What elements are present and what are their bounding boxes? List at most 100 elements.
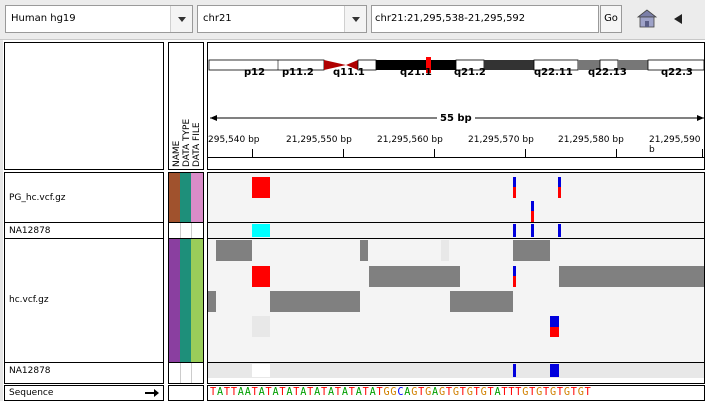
header-data-panel: p12 p11.2 q11.1 q21.1 q21.2 q22.11 q22.1… bbox=[207, 42, 705, 170]
attr-type-cell[interactable] bbox=[180, 173, 191, 222]
back-arrow-icon[interactable] bbox=[672, 13, 684, 25]
variant-site[interactable] bbox=[252, 266, 270, 287]
ruler-tick bbox=[616, 149, 617, 157]
sequence-base: T bbox=[321, 387, 328, 398]
variant-site[interactable] bbox=[513, 266, 516, 276]
genotype-call[interactable] bbox=[252, 224, 270, 237]
gvcf-block[interactable] bbox=[441, 240, 449, 261]
sequence-base: A bbox=[432, 387, 439, 398]
sequence-base: G bbox=[480, 387, 488, 398]
ruler-tick bbox=[525, 149, 526, 157]
attr-header-data-type[interactable]: DATA TYPE bbox=[182, 118, 192, 167]
ruler-tick-label: 21,295,580 bp bbox=[558, 135, 624, 145]
gvcf-block[interactable] bbox=[450, 291, 513, 312]
variant-site[interactable] bbox=[513, 177, 516, 187]
genotype-call[interactable] bbox=[558, 224, 561, 237]
ruler-tick-label: 295,540 bp bbox=[208, 135, 260, 145]
variant-site[interactable] bbox=[252, 177, 270, 198]
gvcf-block[interactable] bbox=[208, 291, 216, 312]
variant-site[interactable] bbox=[550, 327, 559, 337]
sequence-base: T bbox=[515, 387, 523, 398]
sequence-base: G bbox=[536, 387, 543, 398]
gvcf-block[interactable] bbox=[216, 240, 252, 261]
sequence-base: G bbox=[411, 387, 419, 398]
sequence-base: G bbox=[452, 387, 460, 398]
sequence-base: A bbox=[300, 387, 308, 398]
sequence-base: G bbox=[577, 387, 585, 398]
attr-file-cell[interactable] bbox=[191, 239, 203, 362]
sequence-base: G bbox=[549, 387, 557, 398]
attribute-panel bbox=[168, 172, 204, 384]
sequence-base: A bbox=[286, 387, 294, 398]
variant-site[interactable] bbox=[531, 211, 534, 222]
gvcf-block[interactable] bbox=[369, 266, 460, 287]
ruler-tick-label: 21,295,560 bp bbox=[377, 135, 443, 145]
genotype-call[interactable] bbox=[513, 224, 516, 237]
sequence-base: C bbox=[397, 387, 405, 398]
genotype-call[interactable] bbox=[531, 224, 534, 237]
genotype-call[interactable] bbox=[252, 364, 270, 377]
attr-name-cell[interactable] bbox=[169, 239, 180, 362]
gvcf-block[interactable] bbox=[360, 240, 368, 261]
sequence-base: G bbox=[563, 387, 571, 398]
sequence-base: A bbox=[314, 387, 321, 398]
variant-site[interactable] bbox=[513, 187, 516, 198]
chevron-down-icon[interactable] bbox=[170, 6, 192, 32]
attr-type-cell[interactable] bbox=[180, 239, 191, 362]
variant-site[interactable] bbox=[550, 316, 559, 327]
attribute-header-panel: NAME DATA TYPE DATA FILE bbox=[168, 42, 204, 170]
sequence-label[interactable]: Sequence bbox=[9, 388, 54, 398]
sequence-base: T bbox=[223, 387, 231, 398]
sequence-base: T bbox=[210, 387, 217, 398]
chromosome-ideogram[interactable] bbox=[208, 55, 705, 85]
variant-site[interactable] bbox=[531, 201, 534, 211]
genotype-call[interactable] bbox=[513, 364, 516, 377]
variant-site[interactable] bbox=[558, 177, 561, 187]
chromosome-dropdown[interactable]: chr21 bbox=[197, 5, 367, 33]
track-sample-na12878-2[interactable]: NA12878 bbox=[9, 366, 51, 376]
sequence-track[interactable]: TATTAATATATATATATATATATATGGCAGTGAGTGTGTG… bbox=[207, 385, 705, 401]
sequence-base: A bbox=[355, 387, 363, 398]
attr-file-cell[interactable] bbox=[191, 173, 203, 222]
sequence-base: T bbox=[251, 387, 259, 398]
track-name-hc[interactable]: hc.vcf.gz bbox=[9, 295, 49, 305]
track-name-pg-hc[interactable]: PG_hc.vcf.gz bbox=[9, 193, 66, 203]
genome-dropdown[interactable]: Human hg19 bbox=[5, 5, 193, 33]
genotype-call[interactable] bbox=[550, 364, 559, 377]
strand-arrow-icon[interactable] bbox=[144, 388, 160, 398]
sequence-base: A bbox=[494, 387, 502, 398]
gvcf-block[interactable] bbox=[559, 266, 704, 287]
locus-value: chr21:21,295,538-21,295,592 bbox=[375, 13, 526, 24]
home-icon[interactable] bbox=[636, 8, 658, 30]
sequence-base: T bbox=[459, 387, 467, 398]
band-label: q11.1 bbox=[333, 67, 365, 78]
sequence-base: A bbox=[341, 387, 349, 398]
ruler-tick bbox=[252, 149, 253, 157]
track-sample-na12878[interactable]: NA12878 bbox=[9, 226, 51, 236]
gvcf-block[interactable] bbox=[252, 316, 270, 337]
name-header-panel bbox=[4, 42, 164, 170]
chevron-down-icon[interactable] bbox=[344, 6, 366, 32]
sequence-base: G bbox=[438, 387, 446, 398]
sequence-base: G bbox=[425, 387, 432, 398]
attr-header-data-file[interactable]: DATA FILE bbox=[192, 122, 202, 167]
sequence-base: T bbox=[487, 387, 495, 398]
band-label: p11.2 bbox=[282, 67, 314, 78]
sequence-name-panel: Sequence bbox=[4, 385, 164, 401]
locus-input[interactable]: chr21:21,295,538-21,295,592 bbox=[371, 5, 599, 33]
attr-name-cell[interactable] bbox=[169, 173, 180, 222]
genome-browser-panel: NAME DATA TYPE DATA FILE p12 p11.2 q11.1… bbox=[3, 40, 705, 401]
variant-site[interactable] bbox=[558, 187, 561, 198]
go-button[interactable]: Go bbox=[600, 5, 622, 33]
gvcf-block[interactable] bbox=[270, 291, 360, 312]
toolbar: Human hg19 chr21 chr21:21,295,538-21,295… bbox=[0, 0, 705, 40]
sequence-bases: TATTAATATATATATATATATATATGGCAGTGAGTGTGTG… bbox=[210, 387, 592, 398]
attr-header-name[interactable]: NAME bbox=[172, 140, 182, 167]
sequence-base: T bbox=[279, 387, 287, 398]
sequence-base: A bbox=[216, 387, 224, 398]
ruler-tick-label: 21,295,570 bp bbox=[468, 135, 534, 145]
variant-site[interactable] bbox=[513, 276, 516, 287]
gvcf-block[interactable] bbox=[513, 240, 550, 261]
sequence-base: A bbox=[244, 387, 252, 398]
sequence-base: T bbox=[230, 387, 238, 398]
